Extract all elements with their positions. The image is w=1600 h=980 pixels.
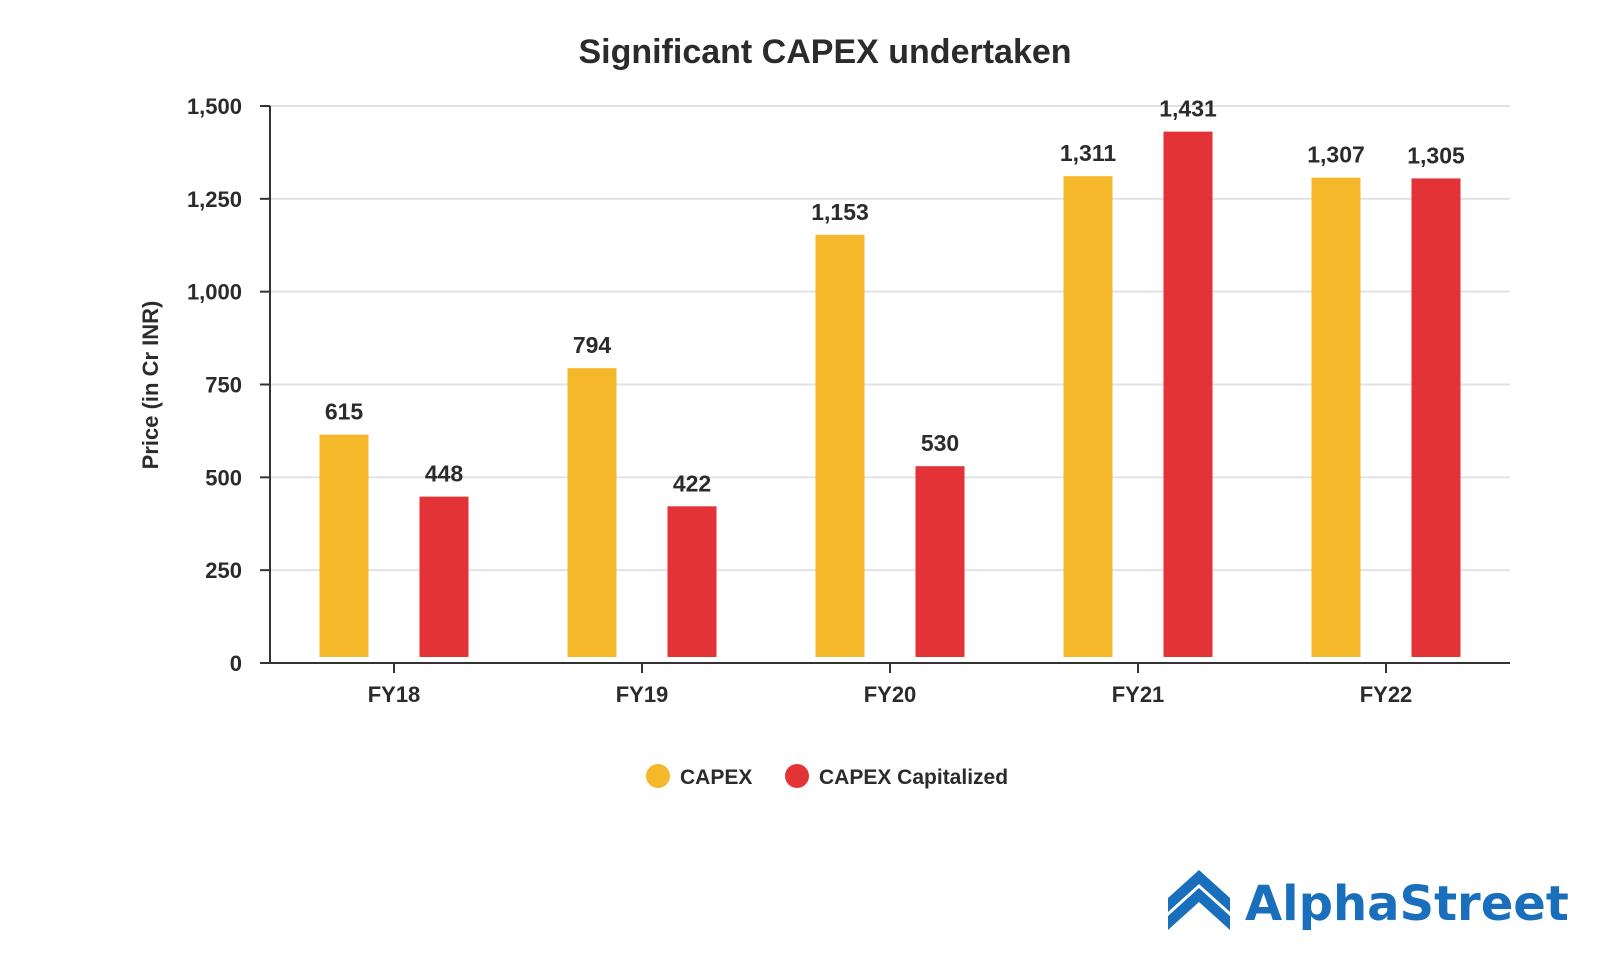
data-label: 1,311 xyxy=(1060,140,1116,166)
alphastreet-logo-icon xyxy=(1168,870,1230,930)
bar-capex-capitalized-fy20 xyxy=(915,466,965,657)
data-labels: 615 448 794 422 1,153 530 1,311 1,431 1,307 1,305 xyxy=(325,96,1465,497)
bar-capex-capitalized-fy19 xyxy=(667,506,717,657)
y-tick-label: 1,500 xyxy=(187,94,242,119)
y-tick-label: 250 xyxy=(205,558,242,583)
bar-capex-capitalized-fy22 xyxy=(1411,178,1461,657)
x-tick-label: FY22 xyxy=(1360,682,1413,707)
bar-capex-fy19 xyxy=(567,368,617,657)
y-tick-label: 500 xyxy=(205,465,242,490)
data-label: 422 xyxy=(673,470,711,496)
data-label: 530 xyxy=(921,430,959,456)
gridlines xyxy=(270,105,1510,572)
bar-capex-capitalized-fy18 xyxy=(419,496,469,657)
x-axis-ticks: FY18 FY19 FY20 FY21 FY22 xyxy=(368,663,1413,707)
bar-capex-fy22 xyxy=(1311,177,1361,657)
bar-capex-capitalized-fy21 xyxy=(1163,131,1213,657)
bar-capex-fy21 xyxy=(1063,176,1113,657)
y-axis-ticks: 0 250 500 750 1,000 1,250 1,500 xyxy=(187,94,270,676)
x-tick-label: FY18 xyxy=(368,682,421,707)
y-tick-label: 1,250 xyxy=(187,187,242,212)
data-label: 1,153 xyxy=(811,199,869,225)
data-label: 1,307 xyxy=(1307,142,1365,168)
legend-label-capex: CAPEX xyxy=(680,766,752,789)
y-tick-label: 750 xyxy=(205,373,242,398)
x-tick-label: FY20 xyxy=(864,682,917,707)
bar-capex-fy20 xyxy=(815,234,865,657)
legend: CAPEX CAPEX Capitalized xyxy=(646,764,1008,789)
y-axis-label: Price (in Cr INR) xyxy=(138,301,163,470)
data-label: 1,305 xyxy=(1407,142,1465,168)
brand-logo: AlphaStreet xyxy=(1168,870,1569,932)
bar-capex-fy18 xyxy=(319,434,369,657)
y-tick-label: 0 xyxy=(230,651,242,676)
legend-swatch-capex xyxy=(646,764,670,788)
x-tick-label: FY19 xyxy=(616,682,669,707)
legend-label-capex-capitalized: CAPEX Capitalized xyxy=(819,766,1008,789)
bars xyxy=(319,131,1461,657)
legend-swatch-capex-capitalized xyxy=(785,764,809,788)
brand-name: AlphaStreet xyxy=(1245,876,1569,932)
chart-title: Significant CAPEX undertaken xyxy=(578,33,1071,71)
data-label: 794 xyxy=(573,332,612,358)
x-tick-label: FY21 xyxy=(1112,682,1165,707)
data-label: 448 xyxy=(425,461,464,487)
data-label: 615 xyxy=(325,399,364,425)
data-label: 1,431 xyxy=(1159,96,1217,122)
y-tick-label: 1,000 xyxy=(187,280,242,305)
